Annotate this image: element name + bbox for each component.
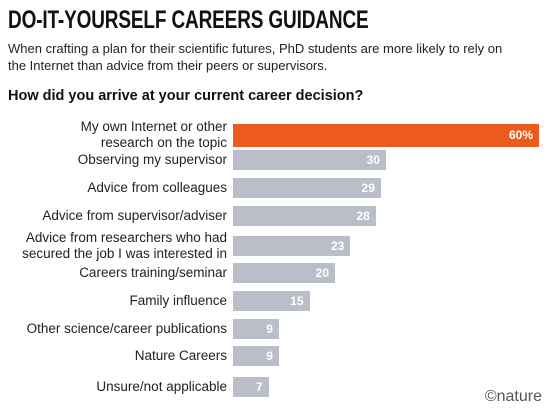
bar: 7 [233, 377, 269, 397]
category-label: Careers training/seminar [79, 265, 227, 280]
data-label: 23 [330, 239, 345, 253]
category-label: Family influence [129, 293, 227, 308]
category-label: Advice from colleagues [87, 180, 227, 195]
bar: 20 [233, 263, 335, 283]
nature-logo: ©nature [484, 388, 542, 405]
chart-title: DO-IT-YOURSELF CAREERS GUIDANCE [8, 6, 369, 34]
category-label: Nature Careers [134, 348, 227, 363]
survey-question: How did you arrive at your current caree… [8, 88, 364, 104]
bar: 23 [233, 236, 351, 256]
category-label: Advice from supervisor/adviser [42, 208, 227, 223]
data-label: 30 [366, 153, 380, 167]
data-label: 9 [266, 349, 273, 363]
bar: 60% [233, 123, 539, 147]
data-label: 7 [256, 380, 263, 394]
data-label: 9 [266, 322, 273, 336]
category-label: Advice from researchers who had secured … [22, 230, 227, 261]
chart-subtitle: When crafting a plan for their scientifi… [8, 41, 503, 73]
data-label: 15 [290, 294, 304, 308]
bar: 15 [233, 291, 310, 311]
category-label: Other science/career publications [26, 321, 227, 336]
bar: 29 [233, 178, 381, 198]
bar: 9 [233, 346, 279, 366]
category-label: My own Internet or other research on the… [80, 119, 227, 150]
data-label: 28 [356, 209, 370, 223]
data-label: 60% [508, 128, 533, 142]
category-label: Unsure/not applicable [96, 379, 227, 394]
bar: 28 [233, 206, 376, 226]
bar: 9 [233, 319, 279, 339]
category-label: Observing my supervisor [77, 152, 227, 167]
bar: 30 [233, 150, 386, 170]
data-label: 29 [361, 181, 375, 195]
data-label: 20 [315, 266, 329, 280]
